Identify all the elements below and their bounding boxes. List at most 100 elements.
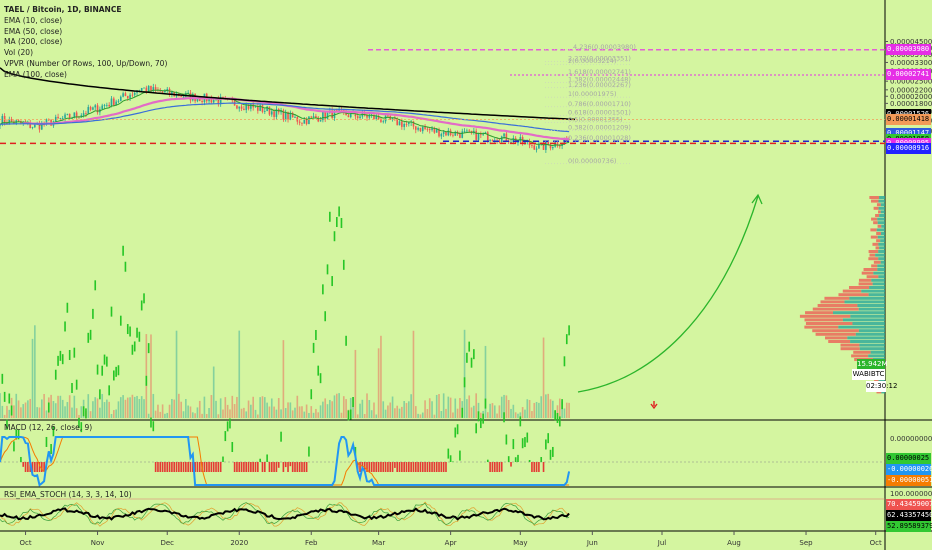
- indicator-ma200[interactable]: MA (200, close): [4, 37, 63, 47]
- vpvr-bar-down: [876, 232, 881, 235]
- macd-histogram-bar: [87, 332, 90, 343]
- macd-histogram-bar: [168, 462, 171, 472]
- macd-histogram-bar: [284, 462, 287, 468]
- macd-histogram-bar: [106, 356, 108, 367]
- volume-bar: [396, 405, 399, 418]
- vpvr-bar-down: [876, 203, 881, 207]
- candle: [243, 106, 245, 111]
- candle: [315, 113, 317, 118]
- volume-bar: [161, 404, 164, 418]
- macd-histogram-bar: [519, 416, 522, 427]
- vpvr-bar-up: [838, 325, 885, 329]
- volume-bar: [310, 406, 313, 418]
- macd-histogram-bar: [122, 245, 124, 256]
- macd-histogram-bar: [480, 418, 482, 429]
- candle: [203, 93, 206, 106]
- volume-bar: [250, 404, 252, 418]
- price-tag: 0.00003980: [886, 44, 931, 56]
- macd-histogram-bar: [565, 334, 568, 345]
- volume-bar: [171, 398, 173, 418]
- volume-bar: [99, 407, 101, 418]
- volume-bar: [431, 401, 433, 418]
- macd-histogram-bar: [219, 462, 222, 472]
- indicator-vpvr[interactable]: VPVR (Number Of Rows, 100, Up/Down, 70): [4, 58, 168, 68]
- candle: [94, 103, 97, 111]
- rsi-label[interactable]: RSI_EMA_STOCH (14, 3, 3, 14, 10): [4, 490, 132, 499]
- macd-histogram-bar: [164, 462, 166, 472]
- projection-arrowhead: [751, 193, 763, 205]
- indicator-ema10[interactable]: EMA (10, close): [4, 15, 63, 25]
- candle: [538, 141, 540, 149]
- macd-histogram-bar: [150, 417, 152, 428]
- time-label-apr: Apr: [445, 539, 457, 547]
- volume-bar: [92, 401, 94, 418]
- macd-histogram-bar: [473, 349, 475, 360]
- macd-label[interactable]: MACD (12, 26, close, 9): [4, 423, 93, 432]
- candle: [298, 119, 301, 126]
- vpvr-bar-down: [878, 210, 881, 214]
- volume-bar: [349, 397, 352, 418]
- volume-bar: [185, 399, 187, 418]
- indicator-ema50[interactable]: EMA (50, close): [4, 26, 63, 36]
- macd-histogram-bar: [359, 462, 361, 472]
- vpvr-bar-up: [868, 354, 885, 358]
- macd-histogram-bar: [189, 462, 192, 472]
- vpvr-bar-up: [880, 232, 885, 235]
- candle: [147, 85, 150, 92]
- volume-bar: [217, 414, 220, 418]
- macd-histogram-bar: [45, 436, 48, 447]
- volume-bar: [173, 399, 176, 418]
- indicator-vol[interactable]: Vol (20): [4, 48, 34, 58]
- volume-bar: [377, 348, 380, 418]
- volume-bar: [468, 395, 471, 418]
- volume-bar: [549, 399, 552, 418]
- volume-bar: [159, 411, 162, 418]
- time-label-dec: Dec: [160, 539, 174, 547]
- volume-bar: [547, 393, 550, 418]
- volume-bar: [568, 402, 570, 418]
- volume-bar: [61, 399, 64, 418]
- volume-bar: [565, 402, 568, 418]
- candle: [119, 95, 122, 102]
- macd-histogram-bar: [331, 276, 333, 287]
- vpvr-bar-down: [817, 304, 858, 307]
- macd-histogram-bar: [238, 462, 241, 472]
- macd-histogram-bar: [545, 439, 547, 450]
- volume-bar: [233, 404, 236, 418]
- macd-histogram-bar: [368, 462, 371, 472]
- candle: [50, 119, 52, 126]
- macd-histogram-bar: [240, 462, 243, 472]
- macd-histogram-bar: [561, 399, 563, 410]
- macd-histogram-bar: [558, 416, 561, 427]
- volume-bar: [166, 412, 169, 418]
- time-label-jun: Jun: [586, 539, 598, 547]
- macd-histogram-bar: [377, 462, 380, 472]
- candle: [428, 127, 431, 134]
- macd-histogram-bar: [491, 462, 494, 472]
- indicator-ema100[interactable]: EMA (100, close): [4, 69, 67, 79]
- macd-histogram-bar: [126, 324, 129, 335]
- volume-bar: [87, 394, 90, 418]
- candle: [317, 116, 320, 123]
- macd-histogram-bar: [275, 462, 278, 472]
- macd-histogram-bar: [531, 462, 533, 472]
- macd-histogram-bar: [117, 365, 120, 376]
- volume-bar: [152, 393, 155, 418]
- volume-bar: [489, 403, 491, 418]
- macd-histogram-bar: [198, 462, 201, 472]
- candle: [438, 127, 440, 138]
- macd-histogram-bar: [335, 217, 338, 228]
- macd-histogram-bar: [131, 344, 134, 355]
- volume-bar: [180, 401, 182, 418]
- macd-histogram-bar: [484, 398, 487, 409]
- volume-bar: [563, 408, 566, 418]
- volume-bar: [368, 400, 371, 418]
- macd-histogram-bar: [568, 325, 570, 336]
- volume-bar: [352, 397, 354, 418]
- macd-histogram-bar: [291, 462, 294, 472]
- vpvr-bar-up: [878, 199, 885, 203]
- volume-bar: [40, 399, 43, 418]
- macd-histogram-bar: [366, 462, 368, 472]
- macd-histogram-bar: [277, 462, 280, 468]
- symbol-watermark: WABIBTC: [852, 369, 885, 380]
